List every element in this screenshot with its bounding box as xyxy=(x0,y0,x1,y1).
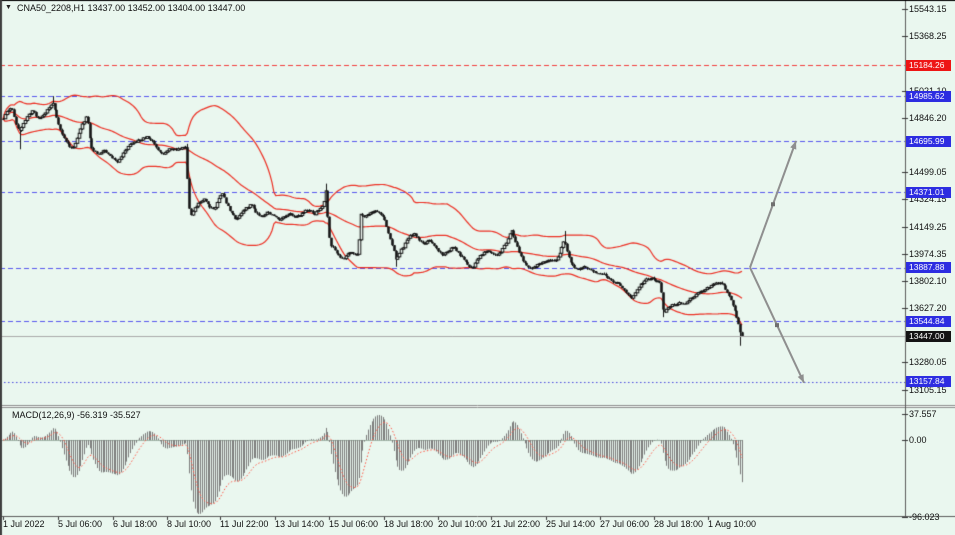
price-axis-tick: 13105.15 xyxy=(909,384,947,395)
price-axis-tick: 14846.20 xyxy=(909,112,947,123)
macd-axis-tick: 0.00 xyxy=(909,435,927,445)
date-axis-tick: 18 Jul 18:00 xyxy=(384,519,434,529)
date-axis-tick: 21 Jul 22:00 xyxy=(491,519,541,529)
macd-indicator-label: MACD(12,26,9) -56.319 -35.527 xyxy=(12,410,141,420)
price-axis-tick: 15543.15 xyxy=(909,4,947,14)
price-level-label: 13887.88 xyxy=(906,262,951,274)
price-axis-tick: 14149.25 xyxy=(909,221,947,232)
date-axis-tick: 1 Jul 2022 xyxy=(3,519,45,529)
price-level-label: 13447.00 xyxy=(906,330,951,342)
date-axis-tick: 5 Jul 06:00 xyxy=(58,519,103,529)
price-level-label: 13544.84 xyxy=(906,315,951,327)
date-axis-tick: 6 Jul 18:00 xyxy=(113,519,158,529)
price-axis-tick: 14324.15 xyxy=(909,194,947,205)
price-level-label: 15184.26 xyxy=(906,59,951,71)
price-axis-tick: 13802.10 xyxy=(909,275,947,286)
price-axis-tick: 13280.05 xyxy=(909,357,947,368)
price-level-label: 13157.84 xyxy=(906,376,951,388)
date-axis-tick: 13 Jul 14:00 xyxy=(275,519,325,529)
date-axis-tick: 28 Jul 18:00 xyxy=(654,519,704,529)
macd-axis-tick: 37.557 xyxy=(909,409,937,419)
macd-axis-tick: -96.023 xyxy=(909,512,940,522)
price-axis-tick: 15368.25 xyxy=(909,31,947,42)
price-axis-tick: 13974.35 xyxy=(909,249,947,259)
date-axis-tick: 11 Jul 22:00 xyxy=(220,519,269,529)
price-axis-tick: 13627.20 xyxy=(909,303,947,314)
date-axis-tick: 8 Jul 10:00 xyxy=(167,519,212,529)
date-axis-tick: 25 Jul 14:00 xyxy=(546,519,596,529)
chart-title: CNA50_2208,H1 13437.00 13452.00 13404.00… xyxy=(17,3,246,13)
price-axis-tick: 15021.10 xyxy=(909,86,947,96)
date-axis-tick: 1 Aug 10:00 xyxy=(708,519,757,529)
date-axis-tick: 20 Jul 10:00 xyxy=(438,519,488,529)
chart-title-arrow-icon: ▼ xyxy=(5,4,12,11)
price-axis-tick: 14499.05 xyxy=(909,167,947,178)
price-level-label: 14695.99 xyxy=(906,135,951,147)
date-axis-tick: 15 Jul 06:00 xyxy=(329,519,379,529)
price-level-label: 14985.62 xyxy=(906,90,951,102)
date-axis-tick: 27 Jul 06:00 xyxy=(600,519,650,529)
price-level-label: 14371.01 xyxy=(906,186,951,198)
